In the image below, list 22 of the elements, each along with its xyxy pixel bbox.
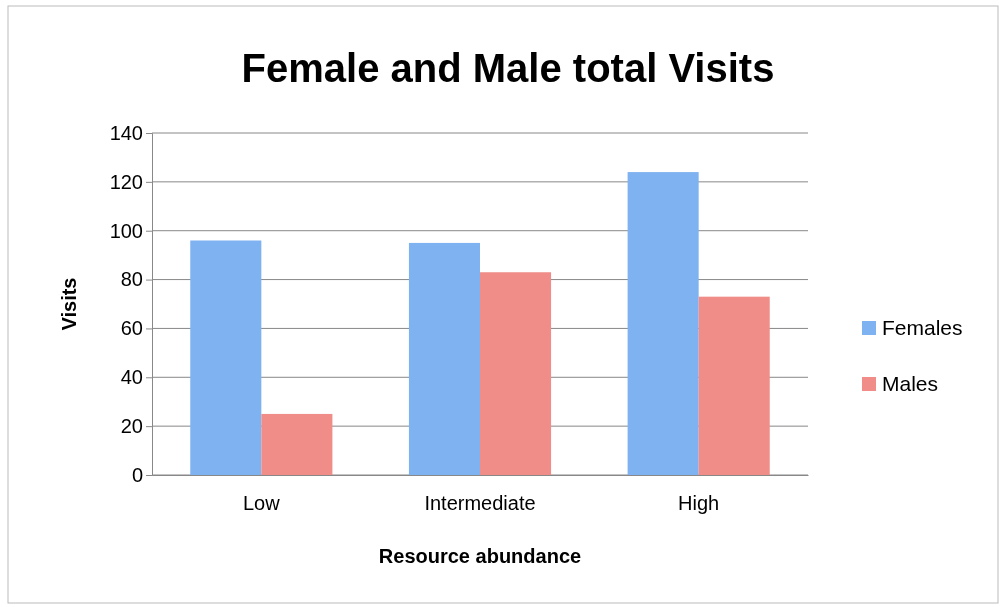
- x-axis-title: Resource abundance: [378, 545, 582, 567]
- chart-title: Female and Male total Visits: [241, 46, 775, 90]
- y-tick-label: 40: [120, 366, 143, 389]
- y-tick-label: 140: [109, 121, 143, 144]
- bar: [480, 272, 552, 475]
- legend-label: Males: [882, 372, 939, 395]
- y-tick-label: 0: [131, 463, 143, 486]
- x-tick-label: High: [678, 492, 720, 514]
- y-tick-label: 20: [120, 415, 143, 438]
- y-axis-title: Visits: [58, 277, 80, 331]
- bar: [408, 242, 480, 475]
- y-tick-label: 120: [109, 170, 143, 193]
- y-tick-label: 80: [120, 268, 143, 291]
- bar: [190, 240, 262, 475]
- legend-label: Females: [882, 316, 963, 339]
- x-tick-label: Intermediate: [424, 492, 536, 514]
- y-tick-label: 60: [120, 317, 143, 340]
- bar: [627, 172, 699, 475]
- bar: [261, 413, 333, 475]
- x-tick-label: Low: [242, 492, 281, 514]
- y-tick-label: 100: [109, 219, 143, 242]
- bar: [698, 296, 770, 475]
